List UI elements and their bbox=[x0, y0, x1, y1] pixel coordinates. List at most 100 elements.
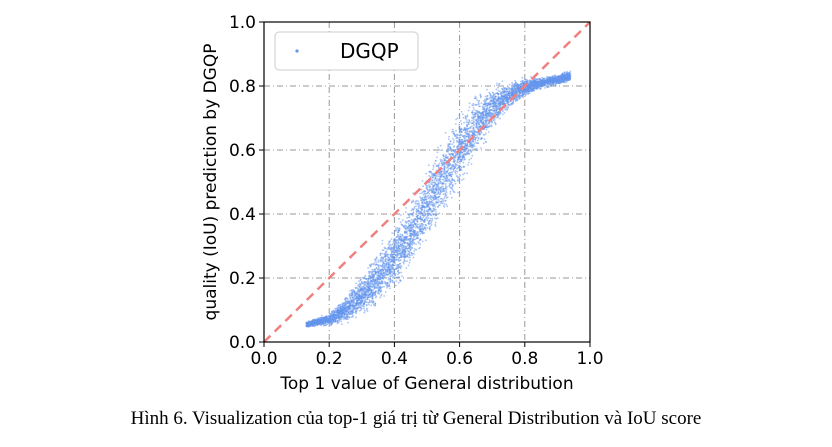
data-point bbox=[419, 220, 422, 223]
data-point bbox=[453, 145, 455, 147]
data-point bbox=[370, 265, 372, 267]
data-point bbox=[442, 199, 444, 201]
data-point bbox=[459, 165, 462, 168]
data-point bbox=[426, 218, 428, 220]
data-point bbox=[406, 245, 408, 247]
data-point bbox=[402, 256, 405, 259]
data-point bbox=[398, 252, 401, 255]
data-point bbox=[503, 112, 506, 114]
data-point bbox=[483, 138, 486, 141]
data-point bbox=[363, 307, 365, 310]
data-point bbox=[438, 149, 441, 151]
data-point bbox=[431, 219, 434, 222]
data-point bbox=[444, 156, 447, 159]
data-point bbox=[507, 106, 510, 109]
data-point bbox=[466, 142, 469, 145]
data-point bbox=[448, 135, 450, 138]
data-point bbox=[429, 170, 432, 173]
data-point bbox=[448, 145, 450, 148]
data-point bbox=[379, 264, 381, 267]
data-point bbox=[449, 186, 452, 189]
data-point bbox=[428, 192, 431, 195]
data-point bbox=[351, 307, 353, 310]
data-point bbox=[397, 231, 400, 234]
data-point bbox=[440, 161, 443, 164]
data-point bbox=[434, 221, 437, 224]
data-point bbox=[434, 223, 437, 226]
data-point bbox=[415, 248, 418, 251]
data-point bbox=[486, 103, 489, 105]
data-point bbox=[357, 298, 359, 300]
data-point bbox=[360, 308, 362, 311]
data-point bbox=[397, 227, 400, 230]
data-point bbox=[456, 178, 459, 181]
data-point bbox=[527, 92, 530, 95]
data-point bbox=[421, 209, 424, 211]
data-point bbox=[465, 121, 468, 124]
data-point bbox=[419, 232, 422, 235]
data-point bbox=[381, 239, 384, 242]
data-point bbox=[465, 133, 468, 136]
data-point bbox=[443, 206, 446, 208]
data-point bbox=[389, 240, 391, 243]
data-point bbox=[458, 179, 461, 182]
data-point bbox=[393, 272, 395, 275]
data-point bbox=[463, 172, 466, 175]
data-point bbox=[441, 170, 443, 173]
data-point bbox=[364, 274, 367, 277]
data-point bbox=[368, 299, 371, 302]
data-point bbox=[368, 301, 371, 303]
data-point bbox=[452, 169, 455, 172]
data-point bbox=[494, 112, 496, 115]
data-point bbox=[371, 263, 374, 265]
data-point bbox=[388, 242, 391, 244]
data-point bbox=[446, 196, 449, 199]
data-point bbox=[379, 252, 382, 255]
data-point bbox=[477, 116, 479, 119]
data-point bbox=[371, 286, 374, 289]
data-point bbox=[409, 259, 411, 262]
data-point bbox=[439, 182, 442, 185]
data-point bbox=[414, 224, 417, 227]
data-point bbox=[434, 225, 437, 228]
data-point bbox=[456, 168, 458, 170]
data-point bbox=[406, 255, 409, 258]
data-point bbox=[513, 83, 515, 85]
data-point bbox=[369, 279, 372, 282]
data-point bbox=[428, 228, 431, 231]
data-point bbox=[485, 126, 487, 129]
data-point bbox=[419, 223, 421, 226]
data-point bbox=[369, 275, 372, 277]
data-point bbox=[401, 219, 404, 222]
data-point bbox=[462, 173, 464, 176]
data-point bbox=[495, 88, 498, 91]
data-point bbox=[440, 149, 442, 152]
data-point bbox=[438, 212, 441, 215]
data-point bbox=[361, 293, 363, 296]
data-point bbox=[548, 76, 551, 79]
data-point bbox=[397, 233, 399, 236]
data-point bbox=[444, 192, 447, 195]
data-point bbox=[420, 222, 423, 225]
data-point bbox=[358, 286, 361, 288]
data-point bbox=[377, 259, 380, 261]
data-point bbox=[396, 256, 398, 259]
data-point bbox=[416, 203, 419, 205]
data-point bbox=[430, 222, 432, 224]
data-point bbox=[384, 291, 387, 293]
data-point bbox=[472, 117, 475, 119]
data-point bbox=[504, 93, 507, 96]
data-point bbox=[399, 259, 402, 261]
data-point bbox=[400, 271, 403, 274]
data-point bbox=[437, 165, 439, 168]
data-point bbox=[420, 197, 422, 200]
data-point bbox=[407, 222, 410, 225]
data-point bbox=[441, 183, 444, 186]
data-point bbox=[387, 285, 390, 288]
data-point bbox=[492, 107, 495, 110]
data-point bbox=[423, 214, 425, 217]
data-point bbox=[398, 263, 400, 266]
data-point bbox=[431, 174, 433, 177]
data-point bbox=[341, 323, 343, 326]
data-point bbox=[485, 98, 488, 101]
